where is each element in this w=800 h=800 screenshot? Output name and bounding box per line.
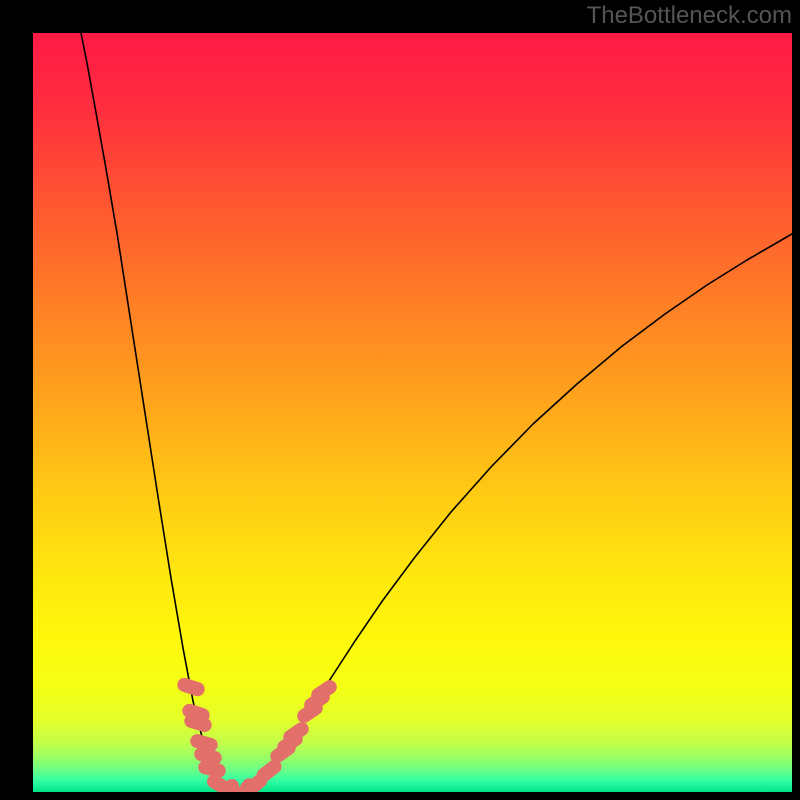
gradient-background bbox=[33, 33, 792, 792]
chart-svg bbox=[0, 0, 800, 800]
watermark-text: TheBottleneck.com bbox=[587, 2, 792, 30]
